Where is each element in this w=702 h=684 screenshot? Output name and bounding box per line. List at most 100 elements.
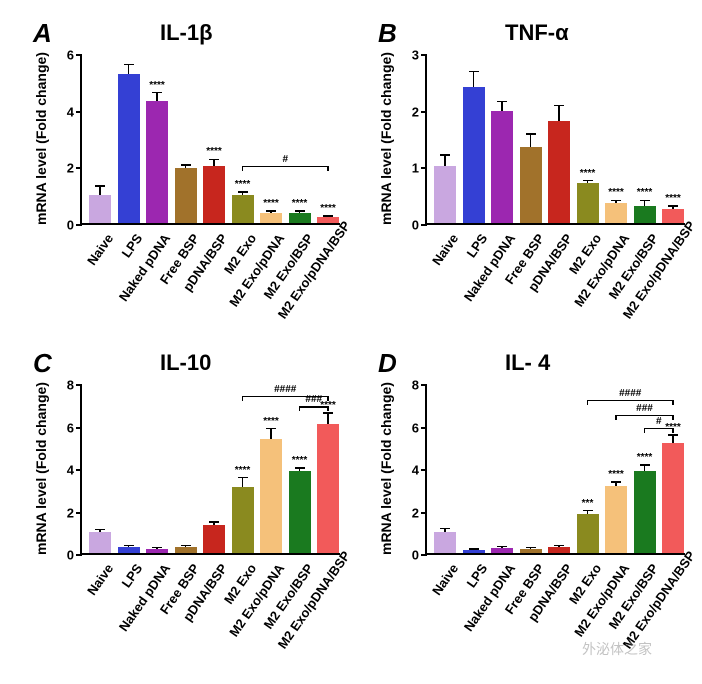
significance-mark: **** — [320, 203, 336, 214]
plot-area: 02468***************######## — [425, 385, 685, 555]
y-axis-label: mRNA level (Fold change) — [378, 382, 394, 555]
error-cap — [611, 481, 621, 483]
error-cap — [209, 159, 219, 161]
error-cap — [124, 64, 134, 66]
error-cap — [95, 529, 105, 531]
bar — [605, 486, 627, 553]
y-tick-label: 2 — [67, 161, 82, 176]
error-bar — [99, 186, 101, 195]
bar — [260, 213, 282, 223]
bar — [89, 195, 111, 223]
bar — [491, 548, 513, 553]
bar — [118, 547, 140, 553]
y-tick-label: 8 — [412, 378, 427, 393]
comparison-drop — [327, 166, 329, 171]
error-cap — [295, 467, 305, 469]
significance-mark: *** — [582, 498, 594, 509]
error-bar — [270, 429, 272, 440]
error-bar — [444, 155, 446, 166]
bar — [548, 547, 570, 553]
bar — [634, 206, 656, 223]
y-tick-label: 0 — [67, 548, 82, 563]
panel-d: DIL- 4mRNA level (Fold change)02468*****… — [360, 340, 695, 670]
error-cap — [152, 547, 162, 549]
comparison-line — [616, 415, 673, 417]
y-axis-label: mRNA level (Fold change) — [378, 52, 394, 225]
bar — [634, 471, 656, 553]
y-tick-label: 0 — [67, 218, 82, 233]
error-cap — [209, 521, 219, 523]
chart-title: IL-1β — [160, 20, 213, 46]
bar — [146, 549, 168, 553]
comparison-drop — [615, 415, 617, 420]
bar — [203, 166, 225, 223]
bar — [289, 213, 311, 223]
comparison-drop — [644, 428, 646, 433]
error-bar — [128, 64, 130, 74]
bar — [232, 195, 254, 223]
error-cap — [554, 545, 564, 547]
plot-area: 02468****************####### — [80, 385, 340, 555]
y-tick-label: 2 — [412, 104, 427, 119]
error-cap — [554, 105, 564, 107]
panel-label: B — [378, 18, 397, 49]
error-bar — [327, 413, 329, 425]
comparison-line — [588, 400, 674, 402]
significance-mark: **** — [637, 452, 653, 463]
bar — [548, 121, 570, 223]
bar — [520, 549, 542, 553]
error-cap — [95, 185, 105, 187]
error-cap — [440, 154, 450, 156]
bar — [662, 443, 684, 554]
significance-mark: **** — [206, 146, 222, 157]
bar — [232, 487, 254, 553]
error-cap — [266, 210, 276, 212]
error-cap — [323, 412, 333, 414]
y-tick-label: 4 — [67, 104, 82, 119]
y-tick-label: 4 — [412, 463, 427, 478]
error-cap — [611, 200, 621, 202]
error-cap — [469, 71, 479, 73]
error-bar — [156, 93, 158, 102]
error-cap — [640, 464, 650, 466]
comparison-drop — [327, 406, 329, 411]
error-bar — [644, 200, 646, 206]
y-tick-label: 6 — [412, 420, 427, 435]
error-bar — [672, 435, 674, 442]
error-cap — [124, 545, 134, 547]
y-tick-label: 8 — [67, 378, 82, 393]
comparison-label: # — [282, 154, 288, 165]
error-bar — [501, 102, 503, 112]
significance-mark: **** — [235, 465, 251, 476]
panel-label: C — [33, 348, 52, 379]
bar — [520, 147, 542, 224]
significance-mark: **** — [292, 198, 308, 209]
error-cap — [583, 180, 593, 182]
error-cap — [181, 545, 191, 547]
bar — [577, 514, 599, 553]
significance-mark: **** — [637, 187, 653, 198]
error-bar — [644, 465, 646, 471]
y-tick-label: 0 — [412, 218, 427, 233]
comparison-drop — [672, 428, 674, 433]
significance-mark: **** — [263, 198, 279, 209]
y-tick-label: 2 — [67, 505, 82, 520]
error-cap — [295, 210, 305, 212]
y-tick-label: 3 — [412, 48, 427, 63]
bar — [317, 424, 339, 553]
bar — [605, 203, 627, 223]
error-cap — [266, 428, 276, 430]
y-axis-label: mRNA level (Fold change) — [33, 382, 49, 555]
bar — [434, 166, 456, 223]
error-cap — [583, 510, 593, 512]
error-cap — [497, 101, 507, 103]
error-bar — [242, 478, 244, 488]
error-cap — [497, 546, 507, 548]
bar — [491, 111, 513, 223]
comparison-line — [300, 406, 329, 408]
error-cap — [440, 528, 450, 530]
comparison-line — [243, 166, 329, 168]
panel-label: D — [378, 348, 397, 379]
plot-area: 0246************************# — [80, 55, 340, 225]
bar — [118, 74, 140, 223]
